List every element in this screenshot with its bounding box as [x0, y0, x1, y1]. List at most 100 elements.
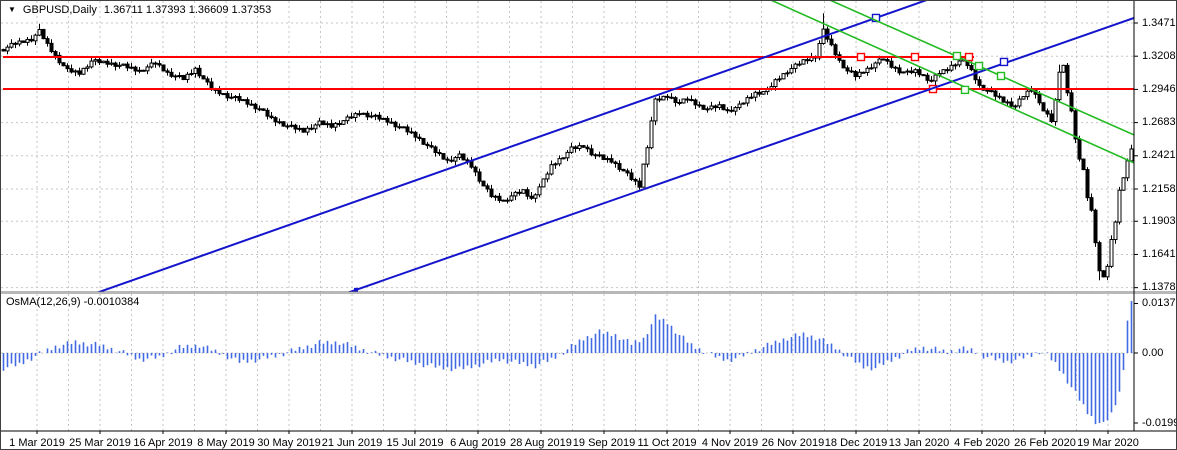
- blue-channel-line-2-endpoint[interactable]: [354, 287, 358, 292]
- candle-bull: [857, 71, 862, 77]
- price-axis-label: 1.13785: [1142, 281, 1176, 294]
- date-axis-label: 15 Jul 2019: [386, 437, 444, 449]
- candle-bear: [517, 191, 522, 194]
- candle-bear: [945, 69, 950, 72]
- candle-bull: [493, 195, 498, 198]
- candle-bear: [917, 69, 922, 76]
- resistance-line-marker[interactable]: [910, 52, 920, 62]
- blue-channel-line-1[interactable]: [1, 1, 1144, 330]
- blue-channel-line-1-marker[interactable]: [871, 13, 881, 23]
- candle-bull: [793, 63, 798, 69]
- candle-bear: [685, 98, 690, 101]
- candle-bear: [481, 180, 486, 187]
- candle-bull: [221, 93, 226, 96]
- candle-bull: [117, 64, 122, 67]
- candle-bear: [321, 120, 326, 126]
- resistance-line-marker[interactable]: [856, 52, 866, 62]
- date-axis-label: 4 Feb 2020: [954, 437, 1010, 449]
- date-axis-label: 26 Feb 2020: [1014, 437, 1076, 449]
- candle-bear: [269, 115, 274, 119]
- candle-bear: [525, 189, 530, 197]
- candle-bull: [549, 164, 554, 175]
- candle-bull: [1105, 265, 1110, 278]
- candle-bear: [197, 67, 202, 77]
- candle-bear: [301, 127, 306, 133]
- candle-bear: [181, 75, 186, 81]
- candle-bear: [701, 104, 706, 110]
- green-trend-line-1-marker[interactable]: [974, 61, 984, 71]
- green-trend-line-2[interactable]: [1, 1, 1144, 167]
- green-trend-line-1-marker[interactable]: [952, 51, 962, 61]
- candle-bull: [705, 108, 710, 111]
- candle-bear: [57, 54, 62, 64]
- candle-bull: [785, 72, 790, 75]
- candle-bull: [653, 98, 658, 122]
- candle-bear: [261, 108, 266, 111]
- candle-bear: [993, 90, 998, 97]
- candle-bull: [541, 178, 546, 188]
- candle-bull: [649, 120, 654, 149]
- candle-bear: [597, 154, 602, 157]
- date-axis-label: 16 Apr 2019: [133, 437, 193, 449]
- candle-bear: [1085, 169, 1090, 199]
- candle-bull: [869, 67, 874, 70]
- date-axis-label: 13 Jan 2020: [888, 437, 950, 449]
- candle-bear: [845, 67, 850, 72]
- date-axis-label: 21 Jun 2019: [321, 437, 383, 449]
- candle-bull: [733, 107, 738, 112]
- candle-bear: [897, 67, 902, 74]
- date-axis-label: 28 Aug 2019: [510, 437, 572, 449]
- candle-bear: [449, 159, 454, 162]
- candle-bull: [717, 104, 722, 109]
- candle-bull: [801, 59, 806, 65]
- candle-bear: [573, 146, 578, 150]
- candle-bear: [669, 96, 674, 99]
- candle-bull: [933, 74, 938, 82]
- candle-bear: [45, 38, 50, 44]
- candle-bull: [1113, 221, 1118, 241]
- candle-bear: [725, 109, 730, 112]
- candle-bear: [697, 104, 702, 107]
- candle-bear: [1009, 101, 1014, 107]
- candle-bear: [613, 161, 618, 165]
- date-axis-label: 19 Mar 2020: [1077, 437, 1139, 449]
- candle-bear: [357, 113, 362, 116]
- candle-bear: [225, 93, 230, 99]
- date-axis-label: 25 Mar 2019: [69, 437, 131, 449]
- resistance-line-marker[interactable]: [964, 52, 974, 62]
- candle-bear: [397, 126, 402, 129]
- candle-bear: [589, 148, 594, 156]
- candle-bull: [565, 151, 570, 159]
- candle-bull: [1053, 99, 1058, 123]
- green-trend-line-2-marker[interactable]: [960, 85, 970, 95]
- candle-bull: [521, 189, 526, 194]
- candle-bull: [681, 98, 686, 104]
- collapse-one-click-icon[interactable]: ▼: [8, 5, 16, 14]
- blue-channel-line-2-marker[interactable]: [999, 57, 1009, 67]
- candle-bear: [477, 171, 482, 182]
- candle-bull: [453, 157, 458, 162]
- candle-bull: [137, 69, 142, 72]
- candle-bear: [1069, 92, 1074, 112]
- candle-bull: [285, 125, 290, 128]
- candle-bull: [341, 120, 346, 125]
- price-axis-label: 1.29460: [1142, 82, 1176, 95]
- candle-bull: [5, 46, 10, 52]
- candle-bear: [29, 38, 34, 42]
- candle-bull: [949, 64, 954, 71]
- indicator-pane[interactable]: [1, 294, 1134, 431]
- candle-bull: [121, 63, 126, 66]
- main-chart-pane[interactable]: [1, 1, 1144, 417]
- candle-bear: [393, 121, 398, 128]
- candle-bear: [97, 59, 102, 64]
- candle-bear: [593, 154, 598, 157]
- candle-bear: [1077, 138, 1082, 160]
- candle-bull: [797, 63, 802, 66]
- candle-bull: [229, 96, 234, 99]
- green-trend-line-1[interactable]: [1, 1, 1144, 139]
- candle-bear: [617, 163, 622, 170]
- candle-bull: [81, 67, 86, 75]
- candle-bear: [385, 117, 390, 123]
- green-trend-line-1-marker[interactable]: [996, 71, 1006, 81]
